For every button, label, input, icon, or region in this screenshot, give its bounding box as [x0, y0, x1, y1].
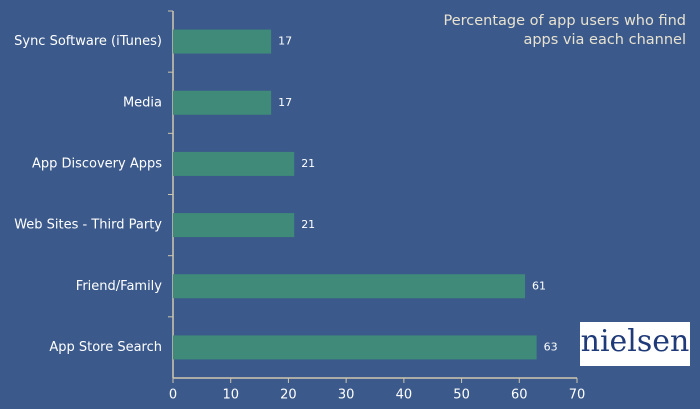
y-tick-label: Web Sites - Third Party [14, 218, 162, 233]
y-tick-label: App Store Search [49, 340, 162, 355]
value-label: 17 [278, 35, 292, 48]
y-tick-label: Media [123, 95, 162, 110]
bar [173, 29, 272, 54]
x-tick-label: 60 [511, 388, 528, 403]
bar [173, 151, 295, 176]
value-label: 21 [301, 218, 315, 231]
x-tick-label: 40 [396, 388, 413, 403]
value-label: 21 [301, 157, 315, 170]
x-tick-label: 20 [280, 388, 297, 403]
x-tick-label: 10 [222, 388, 239, 403]
y-tick-label: Sync Software (iTunes) [14, 34, 162, 49]
value-label: 17 [278, 96, 292, 109]
bar [173, 335, 537, 360]
y-tick-label: Friend/Family [76, 279, 162, 294]
bar [173, 213, 295, 238]
logo: nielsen [580, 322, 690, 366]
x-tick-label: 70 [569, 388, 586, 403]
chart-title: Percentage of app users who find apps vi… [443, 13, 686, 48]
x-tick-label: 30 [338, 388, 355, 403]
value-label: 63 [544, 340, 558, 353]
x-tick-label: 50 [453, 388, 470, 403]
bar [173, 274, 526, 299]
x-tick-label: 0 [169, 388, 177, 403]
y-tick-label: App Discovery Apps [32, 156, 162, 171]
bar [173, 90, 272, 115]
value-label: 61 [532, 279, 546, 292]
